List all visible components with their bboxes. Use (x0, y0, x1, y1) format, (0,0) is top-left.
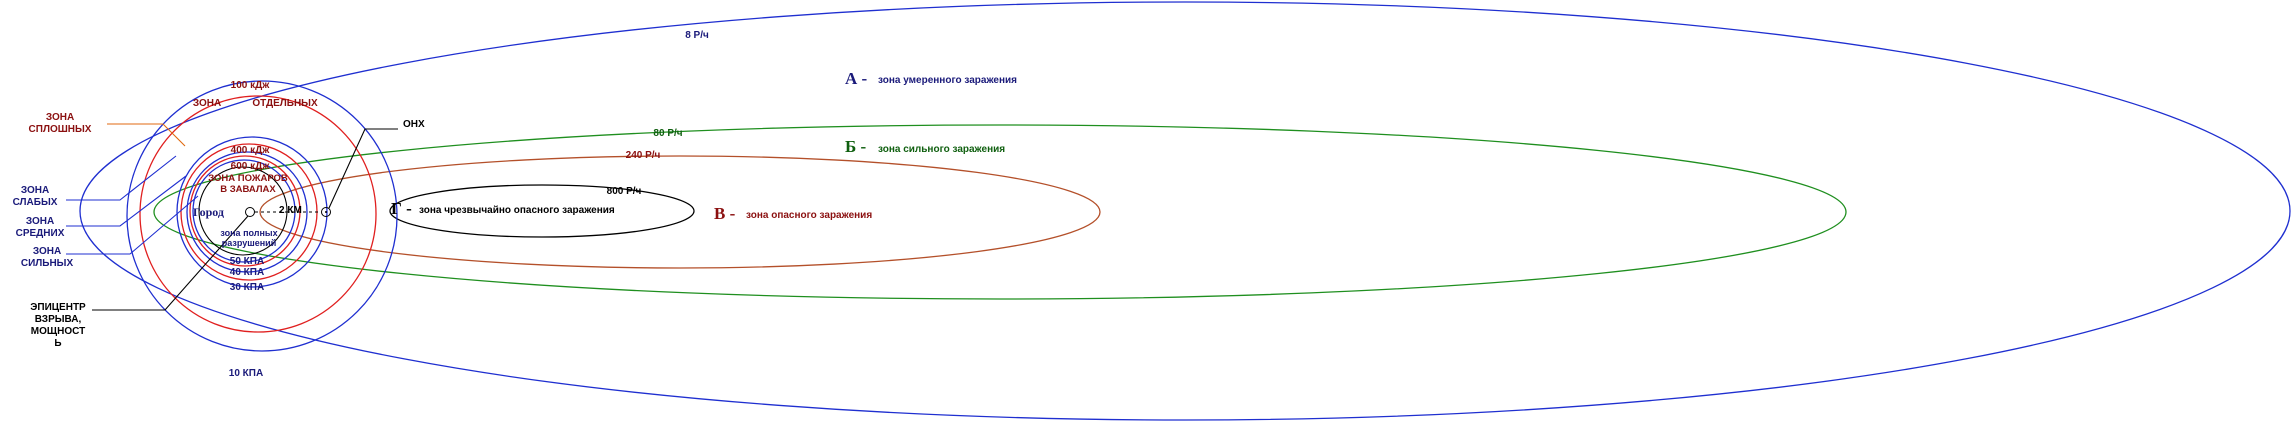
label-600-kdj: 600 кДж (231, 161, 271, 172)
epicenter-label-4: Ь (54, 338, 61, 349)
blockage-fires-label-2: В ЗАВАЛАХ (220, 184, 276, 195)
leader-continuous (107, 123, 186, 147)
onkh-label: ОНХ (403, 119, 425, 130)
epicenter-label-2: ВЗРЫВА, (35, 314, 82, 325)
label-50-kpa: 50 КПА (230, 256, 264, 267)
circle-50-kpa (192, 159, 296, 263)
onkh-marker (321, 207, 331, 217)
continuous-fires-label-2: СПЛОШНЫХ (29, 124, 92, 135)
strong-zone-label-1: ЗОНА (33, 246, 61, 257)
label-100-kdj: 100 кДж (231, 80, 271, 91)
strong-zone-label-2: СИЛЬНЫХ (21, 258, 74, 269)
zone-a-letter: А - (845, 69, 868, 88)
circle-100-kdj (139, 95, 377, 333)
zone-v-plume (259, 155, 1101, 269)
epicenter-marker (245, 207, 255, 217)
distance-label: 2 КМ (279, 205, 302, 216)
label-240-rh: 240 Р/ч (626, 150, 661, 161)
zone-b-text: зона сильного заражения (878, 144, 1005, 155)
medium-zone-label-1: ЗОНА (26, 216, 54, 227)
zone-b-letter: Б - (845, 137, 866, 156)
blockage-fires-label-1: ЗОНА ПОЖАРОВ (208, 173, 288, 184)
full-destruction-label-2: разрушений (222, 238, 276, 248)
continuous-fires-label-1: ЗОНА (46, 112, 74, 123)
label-80-rh: 80 Р/ч (653, 128, 682, 139)
zone-g-plume (389, 184, 695, 238)
epicenter-label-3: МОЩНОСТ (31, 326, 85, 337)
separate-fires-label-1: ЗОНА (193, 98, 221, 109)
label-40-kpa: 40 КПА (230, 267, 264, 278)
zone-a-plume (79, 1, 2291, 421)
zone-a-text: зона умеренного заражения (878, 75, 1017, 86)
zone-b-plume (153, 124, 1847, 300)
leader-epicenter (92, 215, 249, 311)
leader-onkh (328, 128, 398, 209)
city-label: Город (193, 205, 224, 219)
label-8-rh: 8 Р/ч (685, 30, 709, 41)
epicenter-label-1: ЭПИЦЕНТР (30, 302, 86, 313)
zone-v-letter: В - (714, 204, 736, 223)
leader-medium (66, 175, 187, 227)
circle-10-kpa (126, 80, 398, 352)
weak-zone-label-1: ЗОНА (21, 185, 49, 196)
label-800-rh: 800 Р/ч (607, 186, 642, 197)
full-destruction-label-1: зона полных (220, 228, 277, 238)
separate-fires-label-2: ОТДЕЛЬНЫХ (252, 98, 318, 109)
leader-weak (66, 155, 177, 201)
label-400-kdj: 400 кДж (231, 145, 271, 156)
zone-g-letter: Г - (391, 199, 412, 218)
circle-600-kdj (189, 155, 301, 267)
label-10-kpa: 10 КПА (229, 368, 263, 379)
medium-zone-label-2: СРЕДНИХ (16, 228, 65, 239)
circle-full-destruction (198, 166, 288, 256)
zone-g-text: зона чрезвычайно опасного заражения (419, 205, 615, 216)
weak-zone-label-2: СЛАБЫХ (13, 197, 58, 208)
leader-strong (66, 195, 199, 255)
label-30-kpa: 30 КПА (230, 282, 264, 293)
zone-v-text: зона опасного заражения (746, 210, 872, 221)
circle-40-kpa (186, 151, 308, 273)
